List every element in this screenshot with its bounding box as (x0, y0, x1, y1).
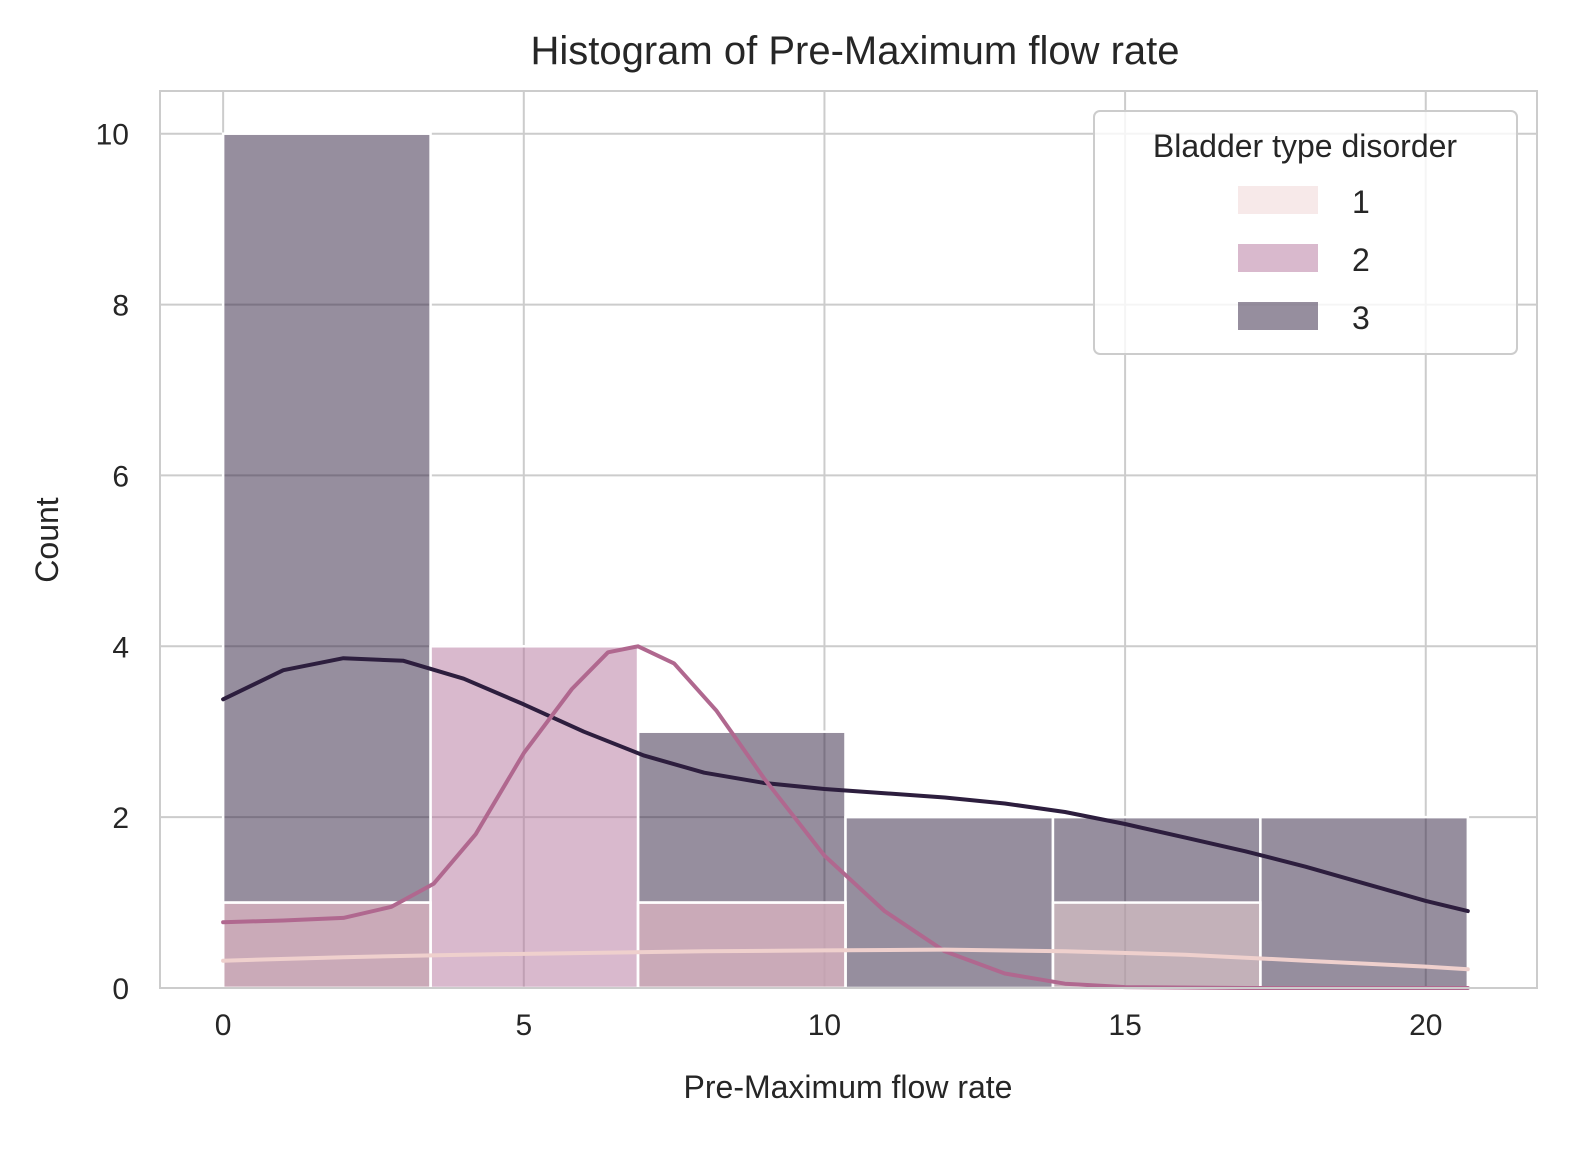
bar-series-1 (221, 901, 432, 990)
legend-swatch-2 (1238, 244, 1318, 272)
y-axis-label: Count (29, 497, 65, 583)
kde-line-series-1 (221, 947, 1470, 972)
x-tick-label: 5 (515, 1009, 532, 1042)
y-tick-label: 0 (112, 973, 129, 1006)
histogram-bars (221, 132, 1470, 990)
y-tick-label: 4 (112, 631, 129, 664)
chart-title: Histogram of Pre-Maximum flow rate (530, 29, 1179, 73)
bar-series-2 (429, 645, 640, 990)
bar-series-3 (221, 132, 432, 990)
legend-box (1093, 110, 1518, 355)
bar-series-1 (1051, 901, 1262, 990)
kde-curves (221, 644, 1470, 990)
plot-frame (159, 90, 1538, 989)
legend-label-3: 3 (1352, 300, 1370, 336)
y-tick-label: 2 (112, 802, 129, 835)
bar-series-1 (636, 901, 847, 990)
y-tick-label: 10 (96, 119, 129, 152)
x-tick-label: 0 (215, 1009, 232, 1042)
y-tick-label: 6 (112, 460, 129, 493)
x-axis-ticks: 0 5 10 15 20 (215, 1009, 1443, 1042)
x-tick-label: 15 (1108, 1009, 1141, 1042)
legend-title: Bladder type disorder (1153, 128, 1458, 164)
y-axis-ticks: 0 2 4 6 8 10 (96, 119, 129, 1006)
x-axis-label: Pre-Maximum flow rate (684, 1069, 1013, 1105)
legend-label-2: 2 (1352, 242, 1370, 278)
legend-swatch-3 (1238, 302, 1318, 330)
kde-line-series-2 (221, 644, 1470, 990)
x-tick-label: 20 (1409, 1009, 1442, 1042)
bar-series-3 (844, 815, 1055, 990)
kde-line-series-3 (221, 656, 1470, 914)
x-tick-label: 10 (808, 1009, 841, 1042)
legend-label-1: 1 (1352, 184, 1370, 220)
y-tick-label: 8 (112, 290, 129, 323)
legend-swatch-1 (1238, 186, 1318, 214)
legend: Bladder type disorder 1 2 3 (1093, 110, 1518, 355)
